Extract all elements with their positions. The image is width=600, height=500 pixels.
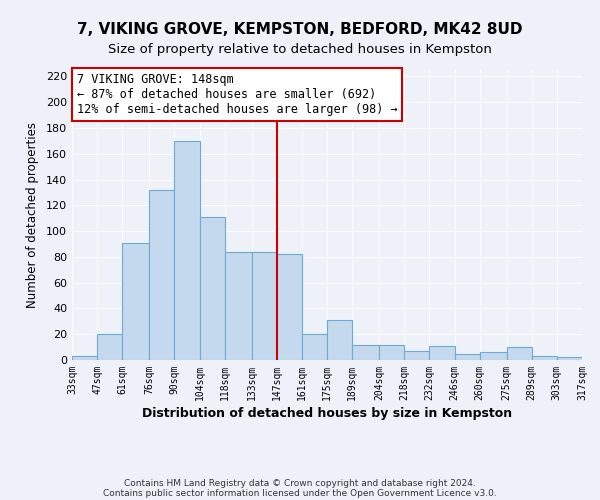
Bar (199, 217, 224, 360)
Text: Contains public sector information licensed under the Open Government Licence v3: Contains public sector information licen… (103, 488, 497, 498)
Bar (122, 242, 149, 360)
Bar (327, 320, 352, 360)
Text: 7 VIKING GROVE: 148sqm
← 87% of detached houses are smaller (692)
12% of semi-de: 7 VIKING GROVE: 148sqm ← 87% of detached… (77, 73, 398, 116)
Bar (149, 190, 175, 360)
Bar (404, 351, 430, 360)
Bar (302, 334, 327, 360)
Bar (532, 356, 557, 360)
Bar (455, 354, 479, 360)
Bar (379, 344, 404, 360)
Bar (430, 346, 455, 360)
Bar (72, 356, 97, 360)
Bar (557, 358, 582, 360)
Bar (251, 252, 277, 360)
Bar (479, 352, 506, 360)
Bar (224, 252, 251, 360)
Bar (97, 334, 122, 360)
Bar (506, 347, 532, 360)
Text: Size of property relative to detached houses in Kempston: Size of property relative to detached ho… (108, 42, 492, 56)
Bar (277, 254, 302, 360)
Bar (352, 344, 379, 360)
X-axis label: Distribution of detached houses by size in Kempston: Distribution of detached houses by size … (142, 407, 512, 420)
Y-axis label: Number of detached properties: Number of detached properties (26, 122, 39, 308)
Bar (175, 141, 199, 360)
Text: Contains HM Land Registry data © Crown copyright and database right 2024.: Contains HM Land Registry data © Crown c… (124, 478, 476, 488)
Text: 7, VIKING GROVE, KEMPSTON, BEDFORD, MK42 8UD: 7, VIKING GROVE, KEMPSTON, BEDFORD, MK42… (77, 22, 523, 38)
